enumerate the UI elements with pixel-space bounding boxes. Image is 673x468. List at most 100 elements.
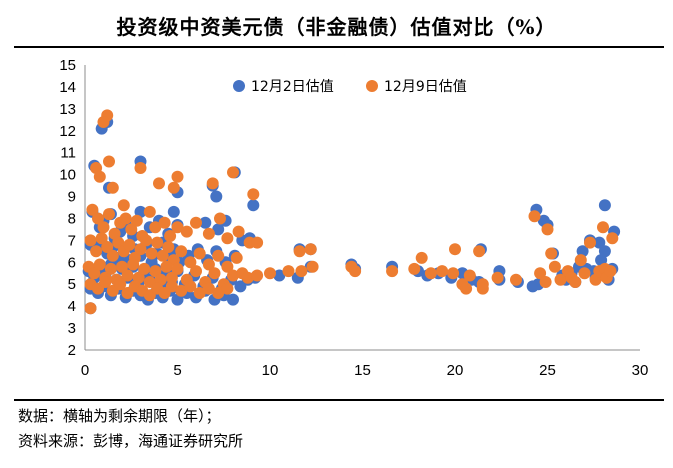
- y-tick-label: 10: [59, 167, 76, 184]
- data-point: [160, 260, 173, 273]
- data-point: [436, 265, 449, 278]
- legend-label: 12月2日估值: [251, 79, 334, 95]
- data-point: [230, 251, 243, 264]
- x-tick-label: 0: [81, 362, 89, 379]
- data-point: [528, 210, 541, 223]
- x-tick-label: 30: [632, 362, 649, 379]
- x-tick-label: 20: [447, 362, 464, 379]
- data-point: [138, 262, 151, 275]
- data-point: [149, 221, 162, 234]
- y-tick-label: 11: [60, 145, 76, 162]
- data-point: [584, 236, 596, 249]
- x-tick-label: 5: [173, 362, 181, 379]
- data-point: [104, 262, 117, 275]
- data-point: [574, 254, 587, 267]
- data-point: [597, 221, 609, 234]
- data-point: [202, 282, 215, 295]
- data-point: [140, 234, 153, 247]
- footer-rule: [14, 399, 664, 401]
- data-point: [119, 212, 132, 225]
- data-point: [569, 276, 582, 288]
- data-point: [190, 216, 202, 229]
- data-point: [153, 177, 165, 190]
- data-point: [84, 234, 97, 247]
- data-point: [86, 203, 99, 216]
- data-point: [156, 249, 169, 262]
- data-point: [175, 245, 188, 258]
- data-point: [386, 265, 399, 278]
- data-point: [221, 260, 234, 273]
- data-point: [251, 236, 264, 249]
- data-point: [167, 205, 180, 218]
- data-point: [117, 199, 130, 212]
- data-point: [415, 251, 428, 264]
- data-point: [184, 280, 197, 293]
- data-point: [151, 236, 164, 249]
- y-tick-label: 2: [68, 342, 76, 359]
- data-point: [460, 282, 473, 295]
- data-point: [143, 205, 156, 218]
- data-point: [227, 293, 239, 306]
- data-point: [424, 267, 437, 280]
- data-point: [88, 267, 101, 280]
- data-point: [295, 265, 308, 278]
- data-point: [165, 271, 178, 284]
- data-point: [167, 181, 180, 194]
- data-point: [463, 269, 476, 282]
- data-point: [210, 190, 223, 203]
- legend-label: 12月9日估值: [384, 79, 467, 95]
- data-point: [227, 269, 239, 282]
- data-point: [103, 155, 115, 168]
- data-point: [212, 287, 225, 299]
- data-point: [199, 216, 212, 229]
- footer-source: 资料来源：彭博，海通证券研究所: [18, 432, 244, 450]
- data-point: [202, 258, 215, 271]
- data-point: [598, 245, 611, 258]
- data-point: [578, 267, 591, 280]
- data-point: [554, 273, 567, 286]
- legend-marker: [366, 80, 378, 92]
- data-point: [206, 177, 219, 190]
- data-point: [208, 267, 221, 280]
- data-point: [97, 221, 110, 234]
- data-point: [212, 223, 225, 236]
- data-point: [221, 232, 234, 245]
- data-point: [534, 267, 547, 280]
- y-tick-label: 7: [68, 232, 76, 249]
- chart-title: 投资级中资美元债（非金融债）估值对比（%）: [116, 15, 557, 39]
- data-point: [510, 273, 522, 286]
- data-point: [184, 256, 197, 269]
- title-bar: 投资级中资美元债（非金融债）估值对比（%）: [0, 0, 673, 46]
- data-point: [171, 221, 184, 234]
- x-tick-label: 25: [539, 362, 556, 379]
- data-point: [90, 245, 103, 258]
- data-point: [273, 269, 286, 282]
- data-point: [149, 265, 162, 278]
- axes: 2 3 4 5 6 7 8 9 10 11 12 13 14 15 0 5 10 15 20 25 30: [59, 57, 648, 379]
- scatter-chart: 2 3 4 5 6 7 8 9 10 11 12 13 14 15 0 5 10 15 20 25 30 12月2日估值…: [59, 57, 648, 379]
- data-point: [190, 265, 202, 278]
- data-point: [121, 269, 134, 282]
- data-point: [264, 267, 276, 280]
- data-point: [93, 258, 106, 271]
- data-point: [491, 271, 504, 284]
- data-point: [171, 262, 184, 275]
- data-point: [112, 236, 125, 249]
- x-tick-label: 15: [354, 362, 371, 379]
- data-point: [476, 282, 489, 295]
- data-point: [116, 260, 128, 273]
- data-point: [447, 267, 460, 280]
- data-point: [541, 223, 554, 236]
- y-tick-label: 12: [59, 123, 76, 140]
- y-tick-label: 5: [68, 276, 76, 293]
- data-point: [171, 170, 184, 183]
- data-point: [304, 243, 317, 256]
- title-rule: [14, 46, 664, 48]
- y-tick-label: 9: [68, 189, 76, 206]
- data-point: [93, 170, 106, 183]
- data-point: [221, 282, 234, 295]
- data-point: [212, 249, 225, 262]
- data-point: [165, 280, 178, 293]
- legend-marker: [233, 80, 245, 92]
- data-point: [473, 245, 486, 258]
